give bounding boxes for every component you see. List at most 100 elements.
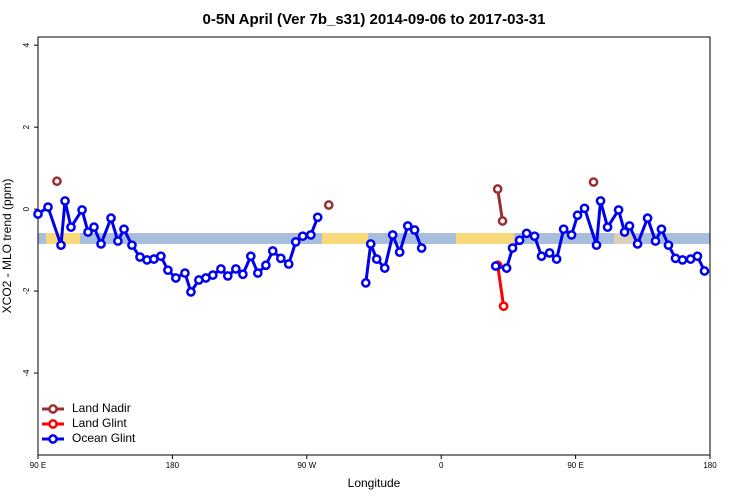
series-point [163, 265, 173, 276]
series-point [387, 230, 398, 240]
y-tick-label: 2 [22, 124, 31, 129]
series-point [588, 177, 599, 187]
series-point [371, 254, 382, 264]
series-point [595, 196, 606, 206]
series-point [558, 224, 569, 235]
series-point [360, 278, 371, 288]
series-point [186, 287, 196, 297]
series-point [66, 222, 76, 232]
series-point [498, 301, 509, 312]
land-strip [614, 233, 636, 244]
series-point [602, 222, 613, 232]
series-point [692, 251, 703, 262]
x-tick-label: 90 W [297, 461, 316, 470]
series-point [106, 213, 116, 223]
series-point [290, 237, 301, 247]
y-tick-label: -2 [22, 287, 31, 295]
series-point [365, 239, 376, 249]
series-point [156, 251, 166, 262]
land-strip [322, 233, 368, 244]
legend-marker [48, 434, 58, 444]
legend-label: Land Glint [72, 416, 127, 430]
series-point [222, 271, 233, 281]
legend-marker [48, 419, 58, 429]
series-point [507, 243, 518, 253]
series-point [180, 268, 190, 278]
series-point [650, 236, 661, 246]
chart-title: 0-5N April (Ver 7b_s31) 2014-09-06 to 20… [203, 11, 546, 28]
legend-label: Land Nadir [72, 401, 131, 415]
series-point [521, 228, 532, 239]
series-point [497, 216, 508, 226]
series-point [409, 225, 420, 235]
series-point [677, 255, 688, 265]
series-point [619, 227, 630, 237]
series-point [572, 210, 583, 221]
x-tick-label: 90 E [30, 461, 46, 470]
series-point [89, 222, 99, 232]
series-point [77, 205, 87, 215]
series-point [656, 224, 667, 235]
series-point [267, 246, 278, 256]
series-point [490, 261, 501, 271]
y-tick-label: 0 [22, 206, 31, 211]
series-point [416, 243, 427, 253]
series-point [261, 260, 271, 271]
x-tick-label: 180 [166, 461, 180, 470]
series-point [394, 247, 405, 257]
series-point [323, 200, 334, 210]
series-point [544, 248, 555, 258]
series-point [245, 251, 256, 262]
y-tick-label: 4 [22, 42, 31, 47]
legend-marker [48, 404, 58, 414]
series-point [551, 254, 562, 264]
series-point [312, 212, 323, 223]
series-line [496, 265, 506, 307]
series-point [501, 263, 512, 273]
series-point [591, 240, 602, 251]
x-tick-label: 90 E [567, 461, 583, 470]
series-point [83, 227, 93, 237]
legend-label: Ocean Glint [72, 431, 136, 445]
x-tick-label: 0 [439, 461, 444, 470]
series-point [283, 259, 294, 269]
series-point [216, 264, 226, 274]
series-point [119, 224, 129, 235]
series-point [379, 263, 390, 273]
series-point [33, 209, 43, 219]
series-point [56, 240, 66, 251]
series-point [252, 268, 263, 278]
series-point [96, 239, 106, 249]
series-point [613, 205, 624, 215]
series-point [127, 240, 137, 251]
series-point [208, 270, 218, 280]
series-point [624, 221, 635, 231]
series-point [231, 264, 241, 274]
series-point [529, 231, 540, 242]
series-point [113, 236, 123, 246]
plot-frame [37, 36, 711, 456]
y-tick-label: -4 [22, 369, 31, 377]
series-point [566, 230, 577, 240]
series-point [699, 266, 710, 276]
series-point [52, 176, 62, 187]
series-point [492, 184, 503, 194]
series-point [536, 251, 547, 262]
land-strip [456, 233, 514, 244]
series-point [402, 221, 413, 231]
series-point [275, 253, 286, 264]
series-point [579, 203, 590, 214]
x-tick-label: 180 [703, 461, 717, 470]
y-axis-label: XCO2 - MLO trend (ppm) [0, 179, 14, 314]
series-point [170, 273, 181, 283]
series-point [514, 235, 525, 246]
series-point [663, 240, 674, 251]
series-point [238, 269, 248, 280]
series-point [43, 202, 53, 212]
series-point [60, 196, 70, 206]
series-point [642, 213, 653, 223]
series-point [632, 239, 643, 249]
ocean-strip [38, 233, 710, 244]
